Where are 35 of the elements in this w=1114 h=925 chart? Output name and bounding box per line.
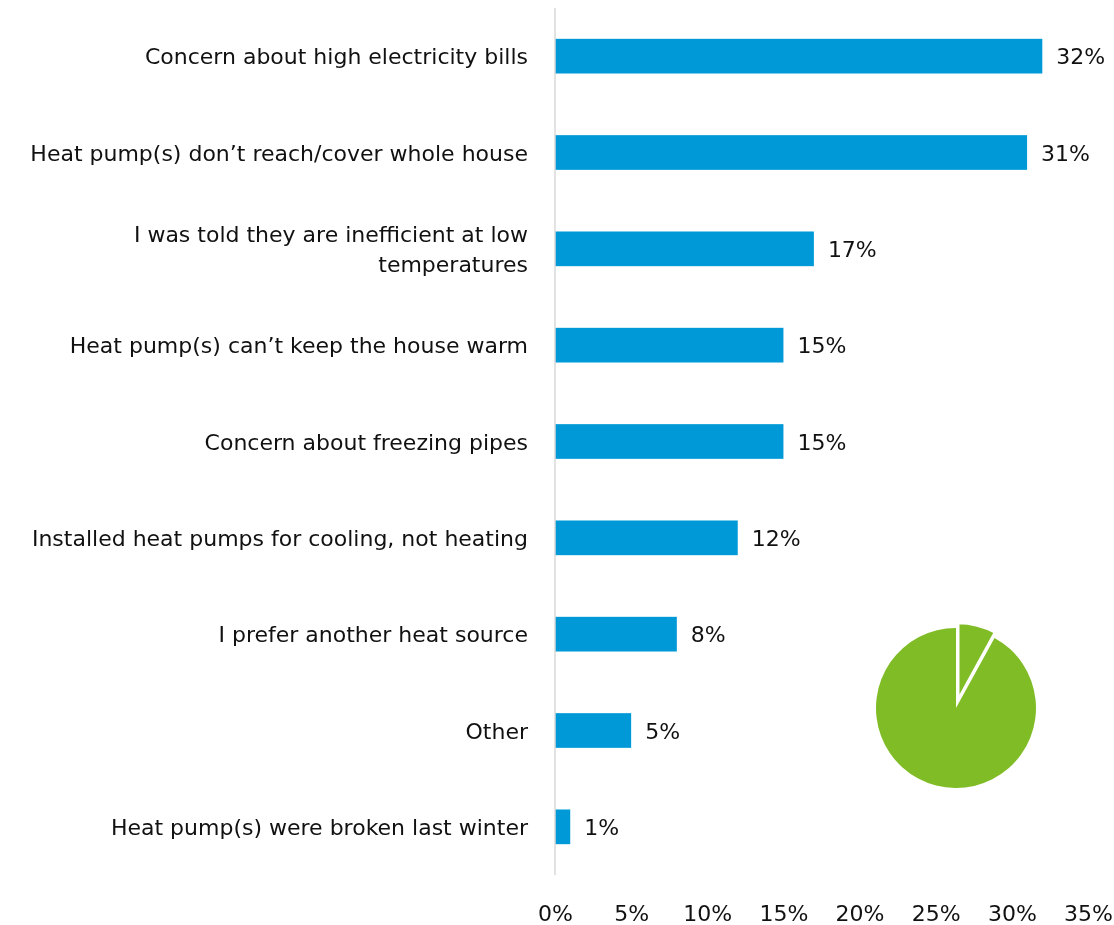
data-label: 31% bbox=[1041, 140, 1090, 166]
bar bbox=[555, 809, 571, 845]
bar bbox=[555, 231, 814, 267]
x-tick-label: 35% bbox=[1064, 900, 1113, 925]
y-tick-label: Other bbox=[465, 718, 529, 744]
data-label: 15% bbox=[797, 333, 847, 359]
y-tick-label: Heat pump(s) were broken last winter bbox=[110, 814, 529, 840]
data-label: 15% bbox=[797, 429, 847, 455]
x-tick-label: 30% bbox=[987, 900, 1037, 925]
y-tick-label: I prefer another heat source bbox=[218, 622, 528, 648]
bar bbox=[555, 38, 1043, 74]
x-tick-label: 25% bbox=[911, 900, 961, 925]
bar bbox=[555, 424, 784, 459]
bar bbox=[555, 135, 1028, 170]
bar bbox=[555, 327, 784, 363]
y-tick-label: Installed heat pumps for cooling, not heating bbox=[31, 525, 528, 551]
x-tick-label: 15% bbox=[759, 900, 809, 925]
y-tick-label: Heat pump(s) can’t keep the house warm bbox=[69, 333, 528, 359]
bar bbox=[555, 713, 632, 748]
y-tick-label: I was told they are inefficient at low temperatures bbox=[133, 221, 528, 277]
x-tick-label: 20% bbox=[835, 900, 885, 925]
data-label: 8% bbox=[690, 622, 726, 648]
data-label: 1% bbox=[584, 814, 620, 840]
x-tick-label: 10% bbox=[683, 900, 733, 925]
data-label: 5% bbox=[645, 718, 681, 744]
data-label: 32% bbox=[1056, 44, 1106, 70]
x-tick-label: 0% bbox=[538, 900, 573, 925]
data-label: 17% bbox=[827, 236, 877, 262]
bar bbox=[555, 616, 677, 652]
data-label: 12% bbox=[751, 525, 801, 551]
y-tick-label: Concern about freezing pipes bbox=[204, 429, 528, 455]
y-tick-label: Concern about high electricity bills bbox=[144, 44, 528, 70]
bar bbox=[555, 520, 738, 556]
y-tick-label: Heat pump(s) don’t reach/cover whole house bbox=[30, 140, 528, 166]
x-tick-label: 5% bbox=[614, 900, 650, 925]
